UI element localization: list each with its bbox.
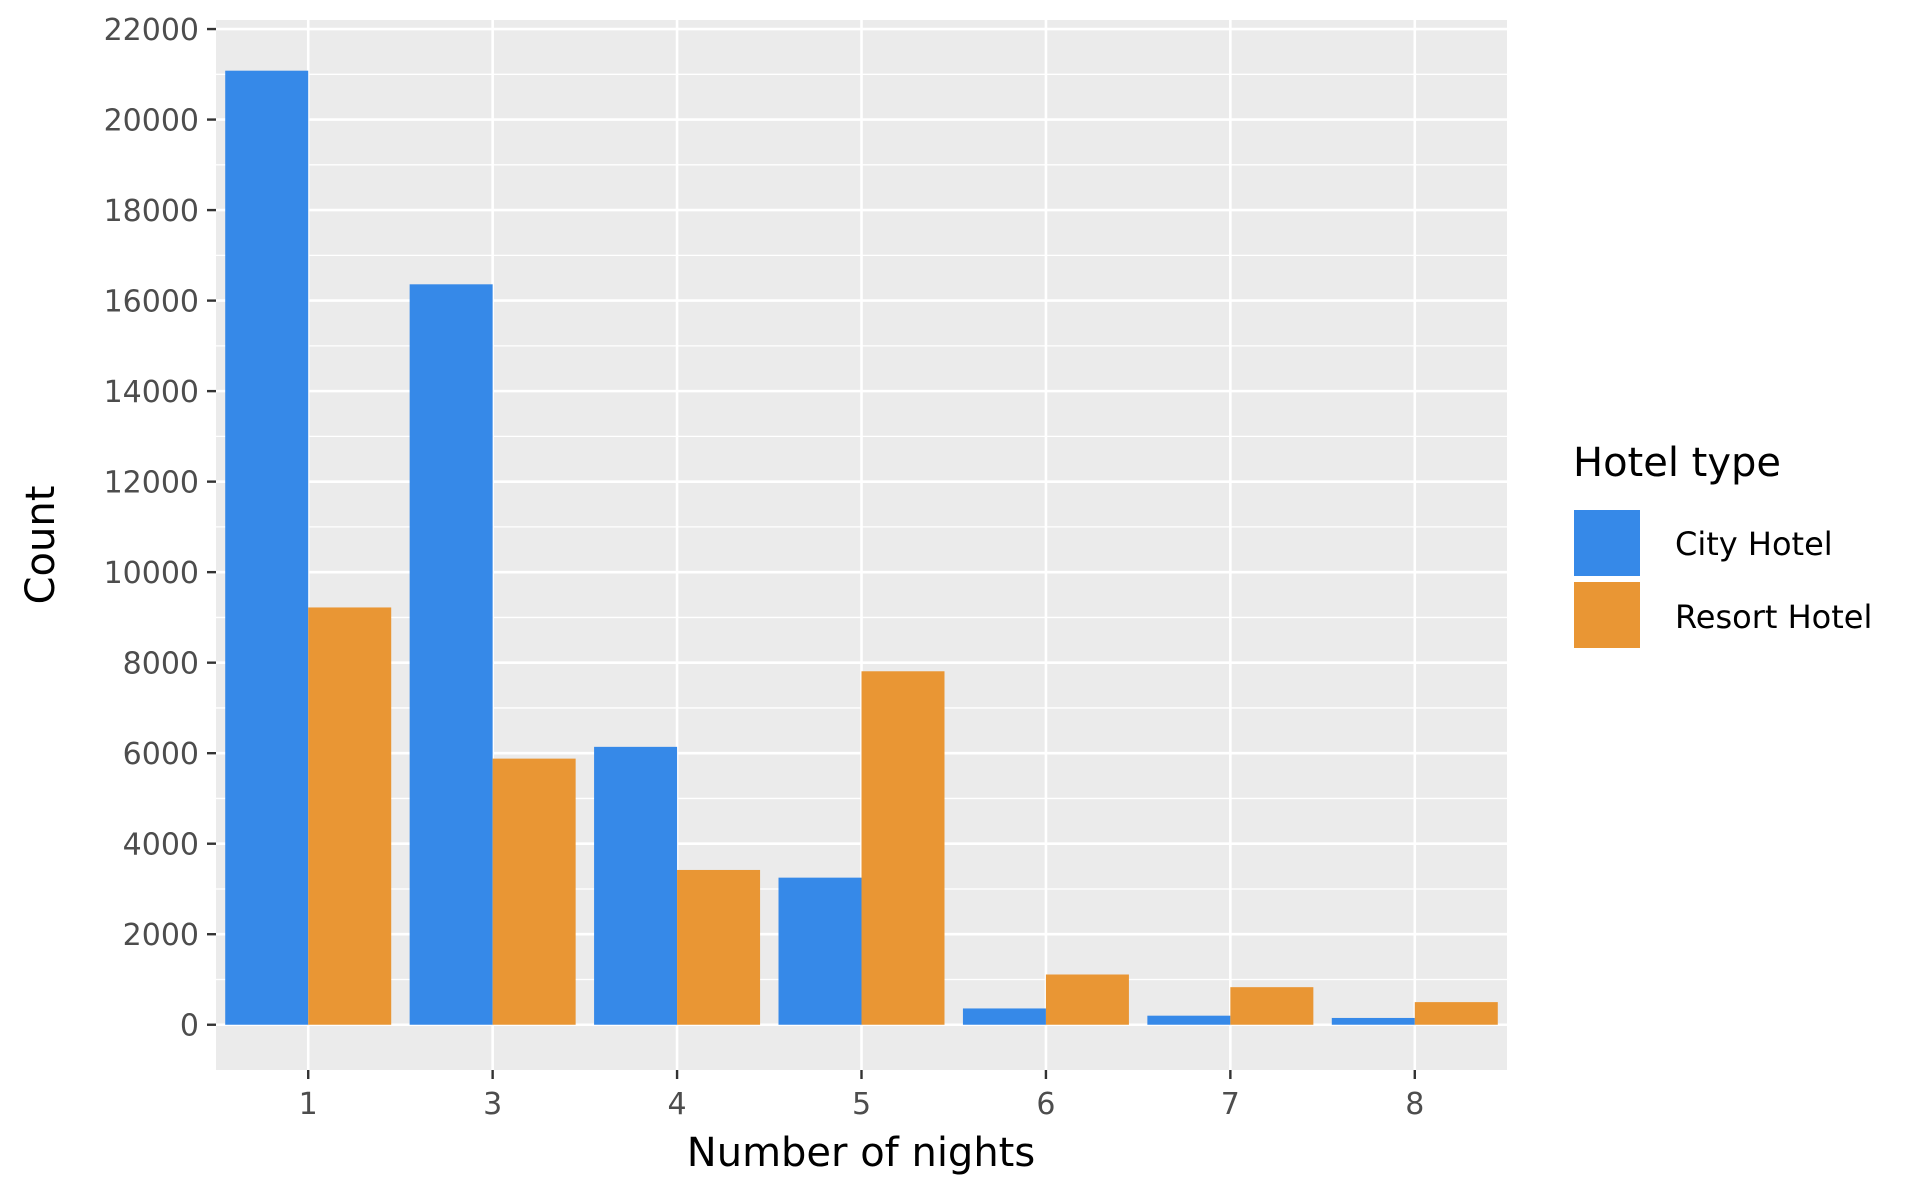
- bar-city-hotel-5: [778, 877, 862, 1025]
- bar-resort-hotel-6: [1045, 974, 1129, 1025]
- x-tick-label: 7: [1221, 1087, 1240, 1122]
- y-tick-label: 0: [180, 1009, 199, 1044]
- bar-resort-hotel-5: [861, 671, 945, 1025]
- y-tick-label: 14000: [104, 375, 199, 410]
- x-tick-label: 4: [668, 1087, 687, 1122]
- y-tick-label: 16000: [104, 285, 199, 320]
- bar-resort-hotel-4: [677, 869, 761, 1025]
- y-tick-label: 20000: [104, 104, 199, 139]
- legend-swatch-city-hotel: [1572, 508, 1642, 578]
- bar-city-hotel-4: [594, 746, 678, 1025]
- bar-resort-hotel-7: [1230, 987, 1314, 1025]
- bar-city-hotel-3: [409, 284, 493, 1025]
- y-tick-label: 12000: [104, 466, 199, 501]
- bar-city-hotel-7: [1147, 1015, 1231, 1025]
- x-axis-title: Number of nights: [687, 1130, 1035, 1176]
- y-tick-label: 18000: [104, 194, 199, 229]
- bar-city-hotel-1: [225, 70, 309, 1025]
- x-tick-label: 1: [299, 1087, 318, 1122]
- y-tick-label: 2000: [123, 918, 199, 953]
- legend: Hotel type City Hotel Resort Hotel: [1572, 440, 1872, 650]
- bar-resort-hotel-8: [1414, 1002, 1498, 1025]
- x-axis: 1 3 4 5 6 7 8: [299, 1070, 1424, 1122]
- y-tick-label: 6000: [123, 737, 199, 772]
- y-tick-label: 10000: [104, 556, 199, 591]
- bar-city-hotel-8: [1331, 1017, 1415, 1025]
- bar-city-hotel-6: [962, 1008, 1046, 1025]
- legend-label-city-hotel: City Hotel: [1675, 525, 1833, 563]
- y-axis-title: Count: [18, 486, 64, 605]
- y-tick-label: 4000: [123, 828, 199, 863]
- bar-resort-hotel-3: [492, 758, 576, 1025]
- y-tick-label: 22000: [104, 13, 199, 48]
- x-tick-label: 5: [852, 1087, 871, 1122]
- x-tick-label: 6: [1036, 1087, 1055, 1122]
- legend-title: Hotel type: [1573, 440, 1781, 486]
- y-tick-label: 8000: [123, 647, 199, 682]
- x-tick-label: 3: [483, 1087, 502, 1122]
- legend-swatch-resort-hotel: [1572, 580, 1642, 650]
- bars: [225, 70, 1498, 1025]
- y-axis: 0 2000 4000 6000 8000 10000 12000 14000 16000 180…: [104, 13, 216, 1044]
- x-tick-label: 8: [1405, 1087, 1424, 1122]
- bar-resort-hotel-1: [308, 607, 392, 1025]
- legend-label-resort-hotel: Resort Hotel: [1675, 598, 1872, 636]
